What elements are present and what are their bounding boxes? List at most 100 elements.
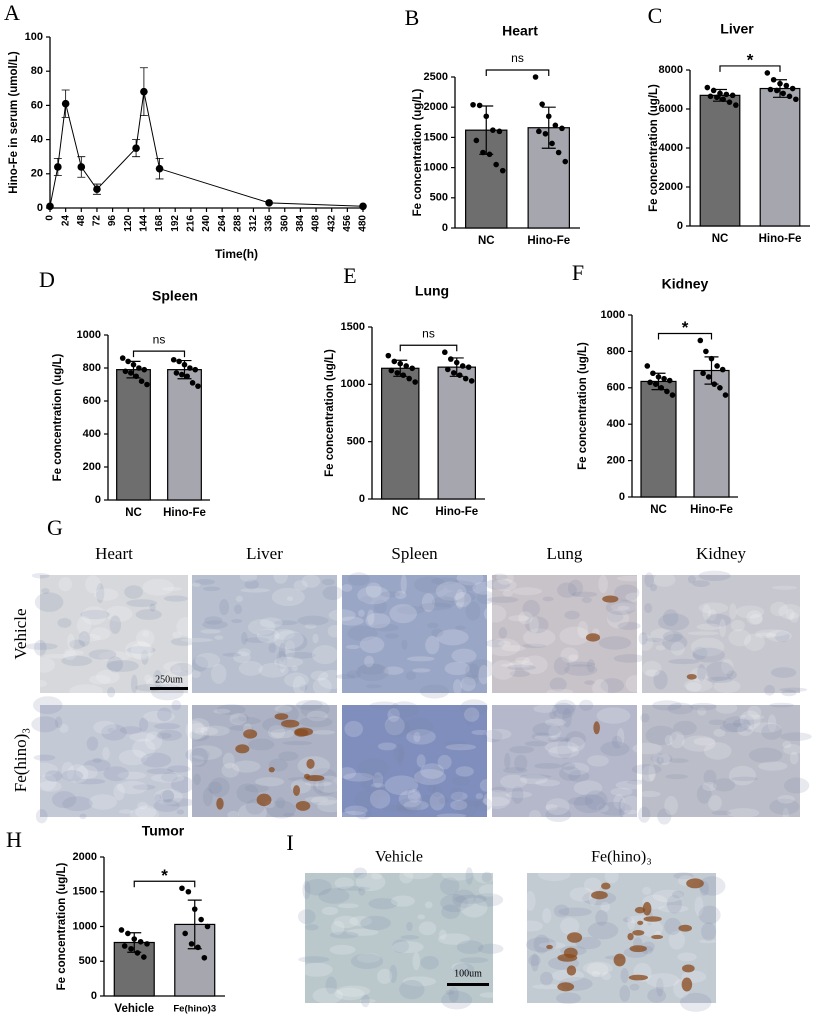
y-tick-label: 800 [83,362,101,374]
tissue-texture [428,766,445,781]
tissue-texture [283,632,308,652]
tissue-texture [703,742,732,760]
tissue-texture [406,788,414,796]
tissue-panel [185,699,345,823]
tissue-texture [299,716,333,728]
tissue-texture [258,662,289,678]
tissue-texture [162,798,196,807]
tissue-texture [318,888,350,904]
tissue-texture [159,790,175,802]
data-point [562,158,569,165]
tissue-texture [156,729,182,741]
tissue-texture [58,577,73,592]
tissue-texture [586,659,596,673]
tissue-texture [367,609,375,626]
chart-title: Liver [720,21,754,37]
data-point [456,372,463,378]
tissue-texture [668,930,686,950]
tissue-panel [298,866,504,1010]
tissue-texture [701,922,717,941]
tissue-texture [237,803,267,823]
tissue-texture [669,731,685,749]
tissue-image [40,705,188,817]
tissue-texture [365,612,391,629]
x-tick-label: Hino-Fe [527,235,570,247]
tissue-texture [782,807,790,825]
tissue-texture [273,567,288,584]
tissue-texture [463,674,479,686]
x-tick-label: 192 [170,215,181,232]
tissue-texture [232,760,261,773]
tissue-texture [689,702,717,711]
x-tick-label: 288 [232,215,243,232]
y-axis-label: Hino-Fe in serum (umol/L) [8,51,20,194]
tissue-texture [344,720,364,738]
tissue-texture [95,669,120,684]
tissue-texture [736,724,754,736]
y-tick-label: 20 [31,168,43,180]
tissue-texture [644,603,653,614]
y-tick-label: 0 [95,494,101,506]
data-point [470,101,476,108]
tissue-texture [438,929,447,940]
tissue-texture [106,656,124,673]
tissue-texture [525,616,549,634]
tissue-texture [746,610,763,625]
y-tick-label: 0 [619,491,625,503]
y-tick-label: 600 [83,395,101,407]
tissue-texture [194,578,216,585]
tissue-texture [659,753,671,766]
data-point [155,164,164,173]
tissue-texture [548,745,580,759]
tissue-texture [582,961,613,975]
tissue-texture [353,867,368,879]
tissue-texture [130,674,138,694]
bar [437,366,476,500]
data-point [136,365,142,371]
stain [629,945,647,953]
tissue-texture [441,990,473,1010]
stain [216,797,224,810]
tissue-texture [666,895,682,914]
data-point [54,163,62,171]
tissue-texture [284,672,309,688]
tissue-texture [343,772,374,782]
tissue-texture [356,953,381,963]
x-tick-label: Hino-Fe [759,233,802,245]
tissue-texture [130,641,153,661]
tissue-texture [346,670,362,679]
tissue-texture [214,635,224,640]
y-tick-label: 0 [37,202,43,214]
tissue-texture [662,633,688,651]
bar [693,369,730,498]
tissue-panel [180,567,347,696]
chart-title: Spleen [152,288,198,304]
tissue-texture [647,988,667,1003]
data-point [714,94,720,101]
tissue-texture [525,891,536,911]
data-point [179,885,185,892]
tissue-texture [116,780,148,795]
tissue-texture [33,639,47,656]
tissue-texture [529,616,539,634]
tissue-texture [276,651,287,670]
stain [256,793,272,807]
tissue-texture [421,593,436,613]
tissue-texture [312,778,338,796]
stain [280,719,300,728]
tissue-texture [465,867,474,885]
tissue-texture [650,628,674,642]
tissue-texture [436,629,469,646]
x-tick-label: 312 [248,215,259,232]
tissue-texture [450,791,468,801]
tissue-texture [498,627,508,639]
tissue-texture [347,572,370,586]
tissue-texture [185,720,205,741]
tissue-texture [413,768,447,786]
tissue-texture [365,582,382,598]
tissue-texture [330,931,359,939]
tissue-texture [418,602,453,611]
stain [593,721,600,735]
tissue-texture [530,953,539,972]
data-point [714,363,720,369]
